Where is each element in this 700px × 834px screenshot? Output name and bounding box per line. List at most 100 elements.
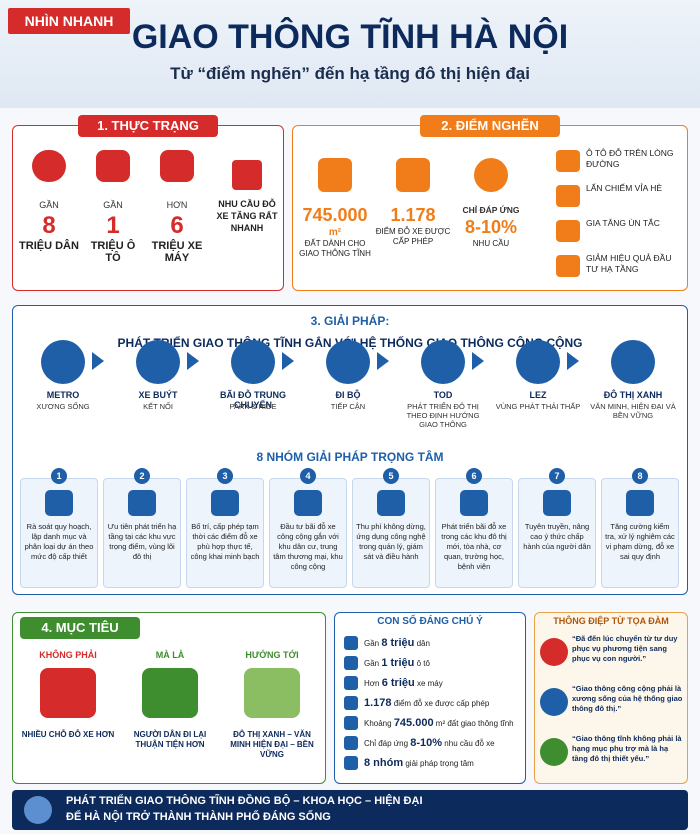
solution-title: 3. GIẢI PHÁP: PHÁT TRIỂN GIAO THÔNG TĨNH… (60, 310, 640, 350)
figure-pre: Gần (364, 659, 382, 668)
badge: NHÌN NHANH (8, 8, 130, 34)
icon (344, 756, 358, 770)
stat-number: 8 (42, 212, 56, 239)
effect: LẤN CHIẾM VỈA HÈ (586, 183, 663, 193)
footer-bar (12, 790, 688, 830)
icon (377, 490, 405, 516)
footer-line2: ĐỂ HÀ NỘI TRỞ THÀNH THÀNH PHỐ ĐÁNG SỐNG (66, 811, 331, 823)
effect: Ô TÔ ĐỖ TRÊN LÒNG ĐƯỜNG (586, 148, 674, 169)
goal-heading: MÀ LÀ (155, 650, 185, 660)
icon (344, 636, 358, 650)
quote: “Giao thông công cộng phải là xương sống… (572, 684, 683, 713)
stat-number: 1.178 (390, 205, 436, 225)
messages-title: THÔNG ĐIỆP TỪ TỌA ĐÀM (553, 616, 669, 626)
flow-desc: XƯƠNG SỐNG (36, 402, 90, 411)
stat-label: NHU CẦU (472, 239, 510, 248)
section-title: 4. MỤC TIÊU (20, 617, 140, 639)
icon (540, 688, 568, 716)
icon (344, 716, 358, 730)
group-text: Ưu tiên phát triển hạ tầng tại các khu v… (107, 522, 177, 561)
icon (344, 736, 358, 750)
flow-name: ĐÔ THỊ XANH (603, 390, 663, 400)
group-text: Rà soát quy hoạch, lập danh mục và phân … (24, 522, 94, 561)
stat-number: 745.000 (302, 205, 368, 225)
footer-line1: PHÁT TRIỂN GIAO THÔNG TĨNH ĐỒNG BỘ – KHO… (66, 795, 423, 807)
figure-row: 8 nhóm giải pháp trọng tâm (364, 756, 524, 771)
stat-prefix: HƠN (166, 200, 188, 210)
icon (543, 490, 571, 516)
icon (540, 738, 568, 766)
icon (24, 796, 52, 824)
figure-pre: Hơn (364, 679, 382, 688)
bottleneck-panel (292, 125, 688, 291)
figure-post: dân (414, 639, 430, 648)
stat-number: 1 (106, 212, 120, 239)
figure-post: nhu cầu đỗ xe (442, 739, 495, 748)
icon (136, 340, 180, 384)
figure-row: 1.178 điểm đỗ xe được cấp phép (364, 696, 524, 711)
flow-desc: VĂN MINH, HIỆN ĐẠI VÀ BỀN VỮNG (590, 402, 676, 420)
section-title: 2. ĐIỂM NGHẼN (420, 115, 560, 137)
group-text: Tăng cường kiểm tra, xử lý nghiêm các vi… (605, 522, 675, 561)
icon (32, 150, 66, 182)
icon (142, 668, 198, 718)
group-number: 5 (383, 468, 399, 484)
stat-prefix: GẦN (103, 200, 123, 210)
stat-label: ĐẤT DÀNH CHO GIAO THÔNG TĨNH (299, 239, 371, 258)
figure-post: m² đất giao thông tĩnh (433, 719, 514, 728)
figure-post: xe máy (414, 679, 443, 688)
icon (45, 490, 73, 516)
icon (540, 638, 568, 666)
flow-name: ĐI BỘ (335, 390, 361, 400)
icon (96, 150, 130, 182)
figure-bold: 1 triệu (381, 657, 415, 669)
stat-unit: TRIỆU DÂN (19, 240, 79, 252)
arrow (472, 352, 484, 370)
figure-post: ô tô (414, 659, 430, 668)
effect: GIẢM HIỆU QUẢ ĐẦU TƯ HẠ TẦNG (586, 253, 672, 274)
icon (326, 340, 370, 384)
figure-row: Hơn 6 triệu xe máy (364, 676, 524, 691)
icon (211, 490, 239, 516)
figure-post: giải pháp trọng tâm (403, 759, 474, 768)
icon (626, 490, 654, 516)
arrow (92, 352, 104, 370)
icon (556, 185, 580, 207)
figure-row: Gần 1 triệu ô tô (364, 656, 524, 671)
icon (516, 340, 560, 384)
flow-desc: PARK & RIDE (229, 402, 277, 411)
icon (474, 158, 508, 192)
title: GIAO THÔNG TĨNH HÀ NỘI (131, 18, 569, 56)
flow-name: TOD (433, 390, 453, 400)
subtitle: Từ “điểm nghẽn” đến hạ tầng đô thị hiện … (170, 64, 530, 83)
icon (344, 656, 358, 670)
effect: GIA TĂNG ÙN TẮC (586, 218, 660, 228)
flow-name: BÃI ĐỖ TRUNG CHUYỂN (220, 390, 286, 410)
flow-desc: KẾT NỐI (143, 402, 173, 411)
icon (556, 255, 580, 277)
group-card (186, 478, 264, 588)
icon (344, 696, 358, 710)
icon (294, 490, 322, 516)
figure-row: Gần 8 triệu dân (364, 636, 524, 651)
arrow (377, 352, 389, 370)
goal-heading: KHÔNG PHẢI (39, 650, 97, 660)
flow-desc: PHÁT TRIỂN ĐÔ THỊ THEO ĐỊNH HƯỚNG GIAO T… (406, 402, 480, 429)
icon (460, 490, 488, 516)
status-note: NHU CẦU ĐỖ XE TĂNG RẤT NHANH (216, 199, 278, 233)
icon (344, 676, 358, 690)
stat-unit: m² (328, 227, 342, 238)
figure-bold: 8 triệu (381, 637, 415, 649)
icon (396, 158, 430, 192)
stat-number: 8-10% (464, 217, 518, 237)
figure-row: Chỉ đáp ứng 8-10% nhu cầu đỗ xe (364, 736, 524, 751)
figure-pre: Khoảng (364, 719, 394, 728)
icon (556, 150, 580, 172)
icon (232, 160, 262, 190)
arrow (187, 352, 199, 370)
flow-name: METRO (46, 390, 80, 400)
figure-bold: 6 triệu (381, 677, 415, 689)
figure-bold: 1.178 (364, 697, 392, 709)
figure-post: điểm đỗ xe được cấp phép (391, 699, 490, 708)
